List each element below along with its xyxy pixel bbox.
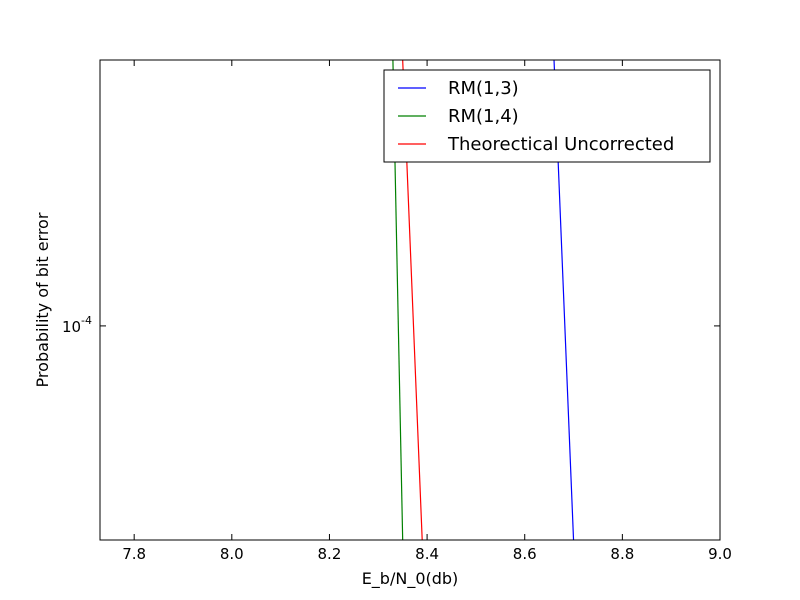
- x-tick-label: 8.6: [513, 545, 537, 563]
- tick-layer: 7.8 8.0 8.2 8.4 8.6 8.8 9.0 10-4: [62, 60, 732, 563]
- x-axis-label: E_b/N_0(db): [362, 569, 459, 589]
- plot-frame: [99, 59, 721, 541]
- legend-label-1: RM(1,3): [448, 78, 519, 99]
- x-tick-label: 8.0: [220, 545, 244, 563]
- x-tick-label: 8.4: [415, 545, 439, 563]
- legend-box: [383, 69, 711, 163]
- legend-label-3: Theorectical Uncorrected: [447, 134, 674, 155]
- x-tick-label: 8.2: [318, 545, 342, 563]
- x-tick-label: 9.0: [708, 545, 732, 563]
- y-axis-label: Probability of bit error: [33, 212, 52, 387]
- legend: RM(1,3) RM(1,4) Theorectical Uncorrected: [383, 69, 711, 163]
- legend-label-2: RM(1,4): [448, 106, 519, 127]
- x-tick-label: 7.8: [122, 545, 146, 563]
- y-tick-label: 10-4: [62, 314, 92, 336]
- x-tick-label: 8.8: [610, 545, 634, 563]
